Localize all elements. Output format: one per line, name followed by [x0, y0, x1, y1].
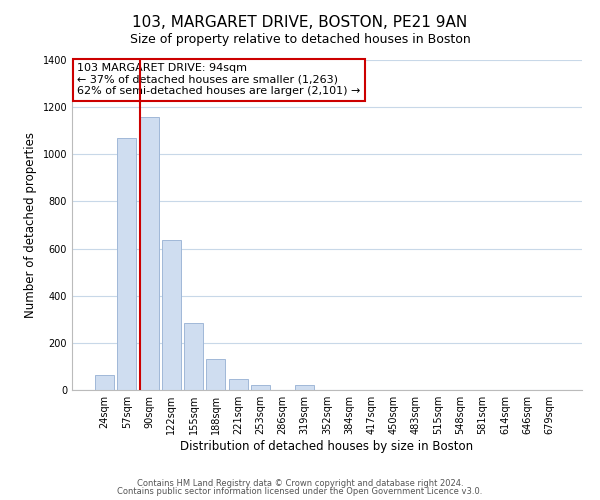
- Bar: [295, 386, 314, 390]
- Bar: [140, 116, 158, 390]
- Text: Contains public sector information licensed under the Open Government Licence v3: Contains public sector information licen…: [118, 487, 482, 496]
- Text: Size of property relative to detached houses in Boston: Size of property relative to detached ho…: [130, 32, 470, 46]
- Bar: [229, 378, 248, 390]
- Bar: [206, 360, 225, 390]
- Text: Contains HM Land Registry data © Crown copyright and database right 2024.: Contains HM Land Registry data © Crown c…: [137, 478, 463, 488]
- Bar: [118, 138, 136, 390]
- Y-axis label: Number of detached properties: Number of detached properties: [24, 132, 37, 318]
- Text: 103 MARGARET DRIVE: 94sqm
← 37% of detached houses are smaller (1,263)
62% of se: 103 MARGARET DRIVE: 94sqm ← 37% of detac…: [77, 64, 361, 96]
- Bar: [162, 240, 181, 390]
- Bar: [95, 374, 114, 390]
- Text: 103, MARGARET DRIVE, BOSTON, PE21 9AN: 103, MARGARET DRIVE, BOSTON, PE21 9AN: [133, 15, 467, 30]
- Bar: [251, 386, 270, 390]
- X-axis label: Distribution of detached houses by size in Boston: Distribution of detached houses by size …: [181, 440, 473, 453]
- Bar: [184, 323, 203, 390]
